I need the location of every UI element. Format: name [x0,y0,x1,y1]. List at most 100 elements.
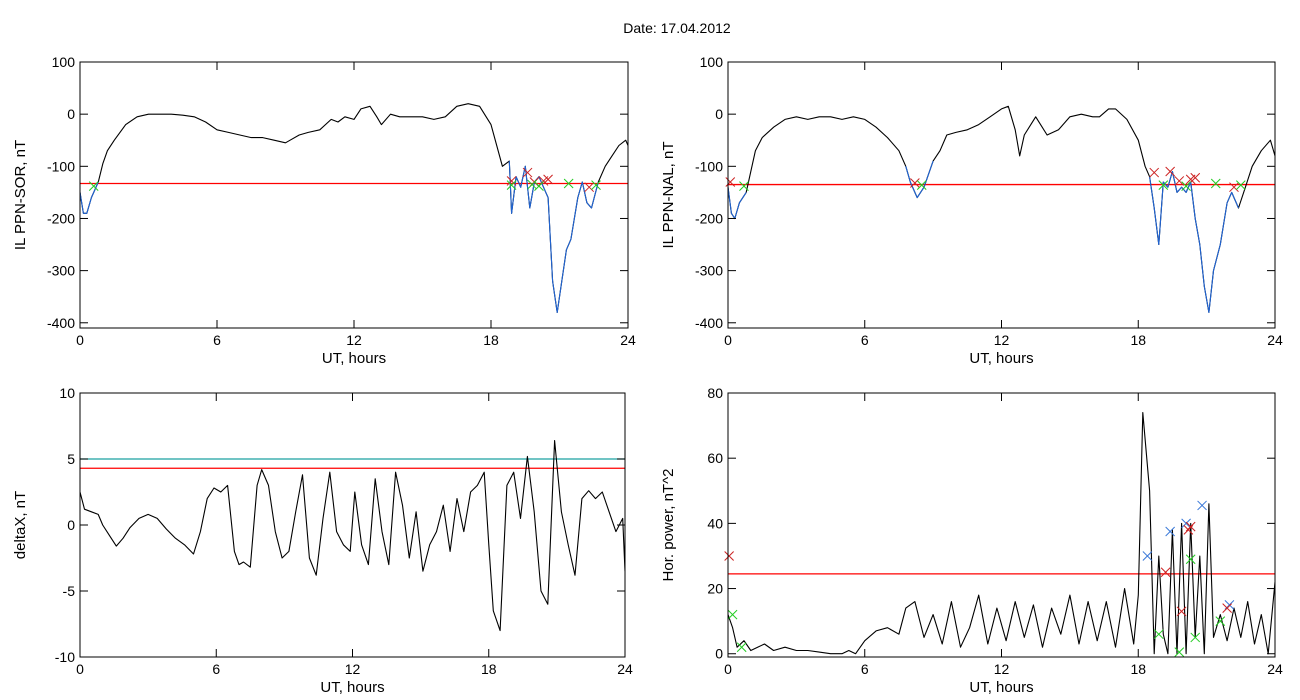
series-line-0 [80,103,628,313]
y-tick-label: 80 [707,385,723,401]
y-tick-label: -400 [47,315,75,331]
marker-1-3 [1183,525,1194,535]
marker-0-7 [1229,182,1239,193]
marker-1-1 [1160,567,1171,578]
marker-2-5 [1190,632,1201,643]
x-tick-label: 12 [994,661,1010,677]
series-line-1 [80,181,99,214]
y-tick-label: -5 [63,583,76,599]
x-tick-label: 24 [1267,661,1283,677]
marker-0-0 [1142,551,1153,561]
marker-0-1 [1165,526,1176,537]
y-tick-label: 0 [715,646,723,662]
x-tick-label: 24 [1267,332,1283,348]
y-axis-label: deltaX, nT [12,491,29,559]
y-tick-label: -300 [695,263,723,279]
marker-0-0 [506,176,517,186]
x-tick-label: 0 [76,661,84,677]
marker-0-4 [1224,599,1235,610]
marker-0-6 [1190,172,1201,183]
y-tick-label: 60 [707,450,723,466]
series-line-1 [728,187,747,220]
y-tick-label: 40 [707,515,723,531]
marker-1-2 [1158,180,1169,190]
x-tick-label: 6 [861,661,869,677]
plot-frame [79,61,629,329]
x-tick-label: 12 [994,332,1010,348]
marker-0-1 [910,178,920,188]
series-line-2 [508,161,599,313]
marker-2-1 [736,642,747,653]
y-tick-label: -300 [47,263,75,279]
marker-0-3 [1165,166,1176,177]
y-tick-label: -10 [55,649,75,665]
y-tick-label: 20 [707,581,723,597]
panel-power: 0 6 12 18 24 80 60 40 20 0 UT, hours Hor. power, nT… [660,385,1283,696]
x-axis-label: UT, hours [322,350,386,367]
x-tick-label: 24 [620,332,636,348]
x-tick-label: 0 [724,661,732,677]
y-tick-label: -100 [695,158,723,174]
y-tick-label: 0 [67,517,75,533]
y-tick-label: 5 [67,451,75,467]
y-tick-label: 0 [715,106,723,122]
marker-2-0 [727,609,738,620]
marker-1-4 [563,178,574,189]
marker-1-4 [1210,178,1221,189]
marker-0-2 [1149,167,1160,178]
marker-2-4 [1185,554,1196,565]
figure-title: Date: 17.04.2012 [623,20,731,36]
y-tick-label: -100 [47,158,75,174]
plot-frame [727,61,1276,329]
x-tick-label: 0 [76,332,84,348]
y-tick-label: 100 [700,54,724,70]
y-tick-label: 10 [59,385,75,401]
y-tick-label: 100 [52,54,76,70]
panel-deltax: 0 6 12 18 24 10 5 0 -5 -10 UT, hours deltaX, nT [12,385,633,696]
y-tick-label: -400 [695,315,723,331]
marker-0-5 [584,182,595,193]
panel-sor: 0 6 12 18 24 100 0 -100 -200 -300 -400 UT, hours IL … [12,54,636,367]
marker-2-2 [1153,629,1164,640]
series-line-2 [905,160,934,199]
x-tick-label: 6 [213,332,221,348]
x-tick-label: 18 [1130,661,1146,677]
marker-0-1 [522,167,533,178]
marker-0-4 [543,174,553,185]
y-tick-label: 0 [67,106,75,122]
y-tick-label: -200 [47,210,75,226]
x-tick-label: 18 [483,332,499,348]
panel-nal: 0 6 12 18 24 100 0 -100 -200 -300 -400 UT, hours IL … [660,54,1283,367]
marker-2-6 [1215,616,1226,627]
series-line-0 [728,105,1275,313]
marker-1-5 [591,180,601,190]
y-axis-label: IL PPN-SOR, nT [12,140,29,250]
marker-1-2 [527,179,537,190]
marker-0-4 [1174,176,1185,186]
series-line-3 [1149,170,1240,313]
marker-1-5 [1235,180,1246,190]
marker-1-5 [1222,603,1232,613]
y-axis-label: Hor. power, nT^2 [660,469,677,582]
marker-1-1 [506,180,517,190]
x-tick-label: 24 [617,661,633,677]
marker-1-2 [1176,606,1187,617]
marker-0-2 [1181,518,1191,529]
series-line-0 [80,439,625,632]
x-axis-label: UT, hours [969,350,1033,367]
x-tick-label: 6 [212,661,220,677]
x-axis-label: UT, hours [969,679,1033,696]
x-axis-label: UT, hours [320,679,384,696]
marker-1-0 [739,181,749,191]
marker-1-0 [88,181,99,191]
y-tick-label: -200 [695,210,723,226]
marker-1-1 [916,180,927,190]
x-tick-label: 18 [1130,332,1146,348]
marker-1-3 [1181,181,1191,191]
x-tick-label: 12 [345,661,361,677]
x-tick-label: 18 [481,661,497,677]
marker-2-3 [1174,647,1185,657]
series-line-0 [728,412,1275,655]
